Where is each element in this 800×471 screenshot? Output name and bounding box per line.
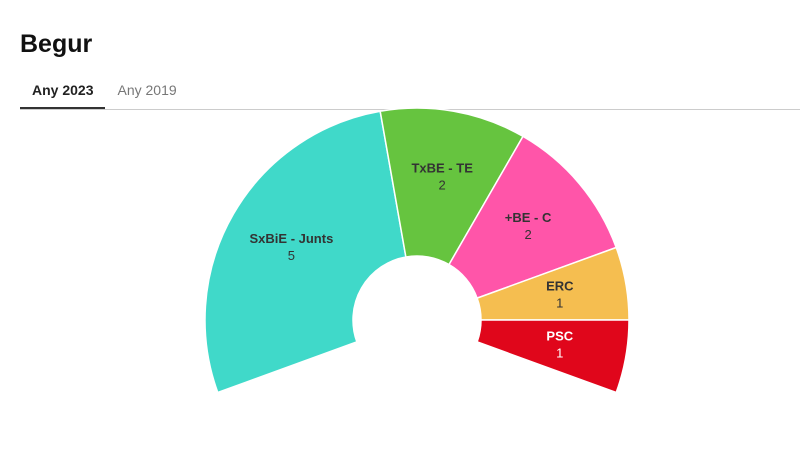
- slice-value: 2: [524, 227, 531, 242]
- slice-label: PSC: [546, 329, 573, 344]
- pie-slice: [204, 110, 407, 394]
- pie-slice: [447, 135, 618, 300]
- slice-value: 2: [439, 178, 446, 193]
- pie-slice: [476, 319, 630, 394]
- slice-value: 5: [288, 248, 295, 263]
- slice-label: SxBiE - Junts: [250, 231, 334, 246]
- slice-value: 1: [556, 295, 563, 310]
- tab[interactable]: Any 2023: [20, 76, 106, 109]
- tab[interactable]: Any 2019: [117, 82, 177, 98]
- slice-value: 1: [556, 346, 563, 361]
- slice-label: ERC: [546, 278, 574, 293]
- pie-slice: [379, 107, 525, 266]
- slice-label: TxBE - TE: [411, 161, 473, 176]
- slice-label: +BE - C: [505, 210, 552, 225]
- title: Begur: [20, 30, 93, 58]
